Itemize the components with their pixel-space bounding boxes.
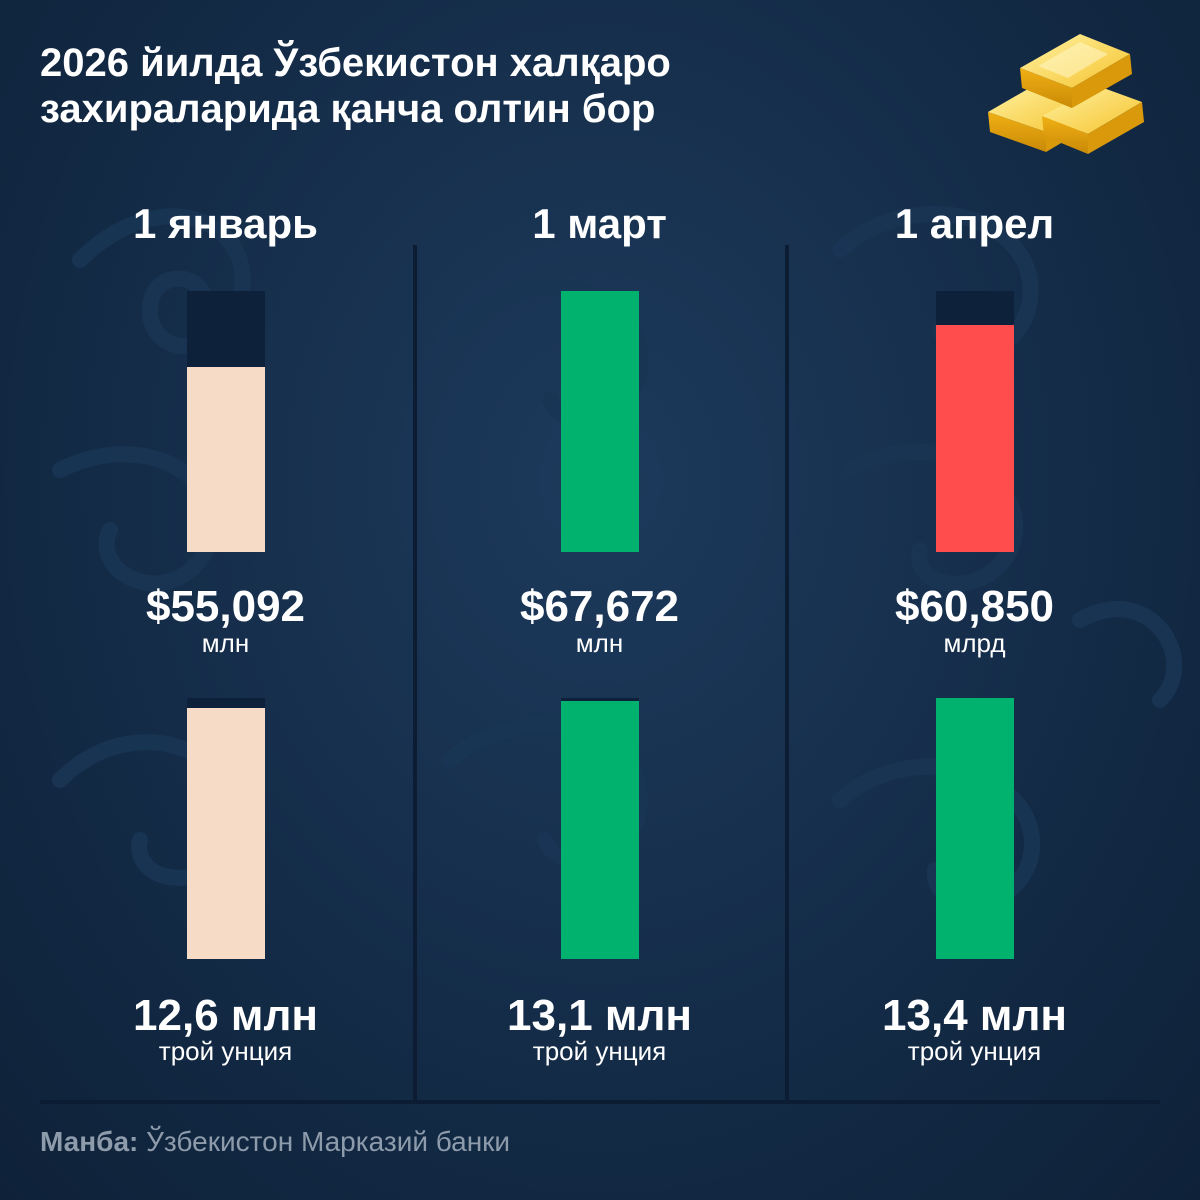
reserve-unit: млн (201, 628, 250, 658)
reserve-value: $55,092 (145, 582, 306, 631)
source-note: Манба: Ўзбекистон Марказий банки (40, 1126, 510, 1158)
column-divider-2 (785, 245, 789, 1100)
reserve-bar-track (187, 291, 265, 552)
reserve-value: $67,672 (519, 582, 680, 631)
reserve-value: $60,850 (894, 582, 1055, 631)
gold-value: 13,4 млн (882, 991, 1067, 1040)
source-label: Манба: (40, 1126, 139, 1157)
reserve-bar-track (561, 291, 639, 552)
gold-bar (187, 708, 265, 959)
gold-unit: трой унция (158, 1036, 293, 1066)
reserve-bar (187, 366, 265, 552)
reserve-bar (936, 324, 1014, 552)
column-april: 1 апрел $60,850 млрд 13,4 млн трой унция (787, 0, 1162, 1100)
reserve-unit: млрд (943, 628, 1006, 658)
column-label: 1 апрел (894, 200, 1055, 247)
title-line-1: 2026 йилда Ўзбекистон халқаро (40, 41, 671, 85)
column-divider-1 (413, 245, 417, 1100)
source-text: Ўзбекистон Марказий банки (138, 1126, 511, 1157)
reserve-bar (561, 291, 639, 552)
reserve-bar-track (936, 291, 1014, 552)
column-march: 1 март $67,672 млн 13,1 млн трой унция (412, 0, 787, 1100)
column-label: 1 март (532, 200, 667, 247)
gold-value: 13,1 млн (507, 991, 692, 1040)
bottom-divider (40, 1100, 1160, 1104)
reserve-unit: млн (575, 628, 624, 658)
gold-bar-track (187, 698, 265, 959)
gold-bars-icon (988, 34, 1144, 154)
gold-bar-track (936, 698, 1014, 959)
column-january: 1 январь $55,092 млн 12,6 млн трой унция (38, 0, 413, 1100)
gold-unit: трой унция (907, 1036, 1042, 1066)
gold-bar (561, 700, 639, 959)
gold-bar-track (561, 698, 639, 959)
gold-unit: трой унция (532, 1036, 667, 1066)
title-line-2: захираларида қанча олтин бор (40, 87, 656, 131)
column-label: 1 январь (132, 200, 318, 247)
page-title: 2026 йилда Ўзбекистон халқаро захиралари… (40, 40, 900, 132)
gold-value: 12,6 млн (133, 991, 318, 1040)
gold-bar (936, 698, 1014, 959)
